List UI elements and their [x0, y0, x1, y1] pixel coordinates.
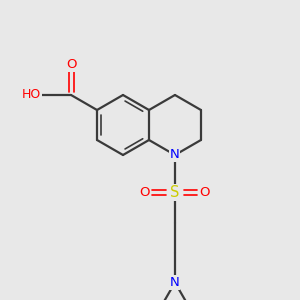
- Text: O: O: [140, 186, 150, 199]
- Text: O: O: [66, 58, 76, 71]
- Text: O: O: [200, 186, 210, 199]
- Text: N: N: [170, 148, 180, 161]
- Text: HO: HO: [22, 88, 41, 101]
- Text: S: S: [170, 185, 180, 200]
- Text: N: N: [170, 276, 180, 289]
